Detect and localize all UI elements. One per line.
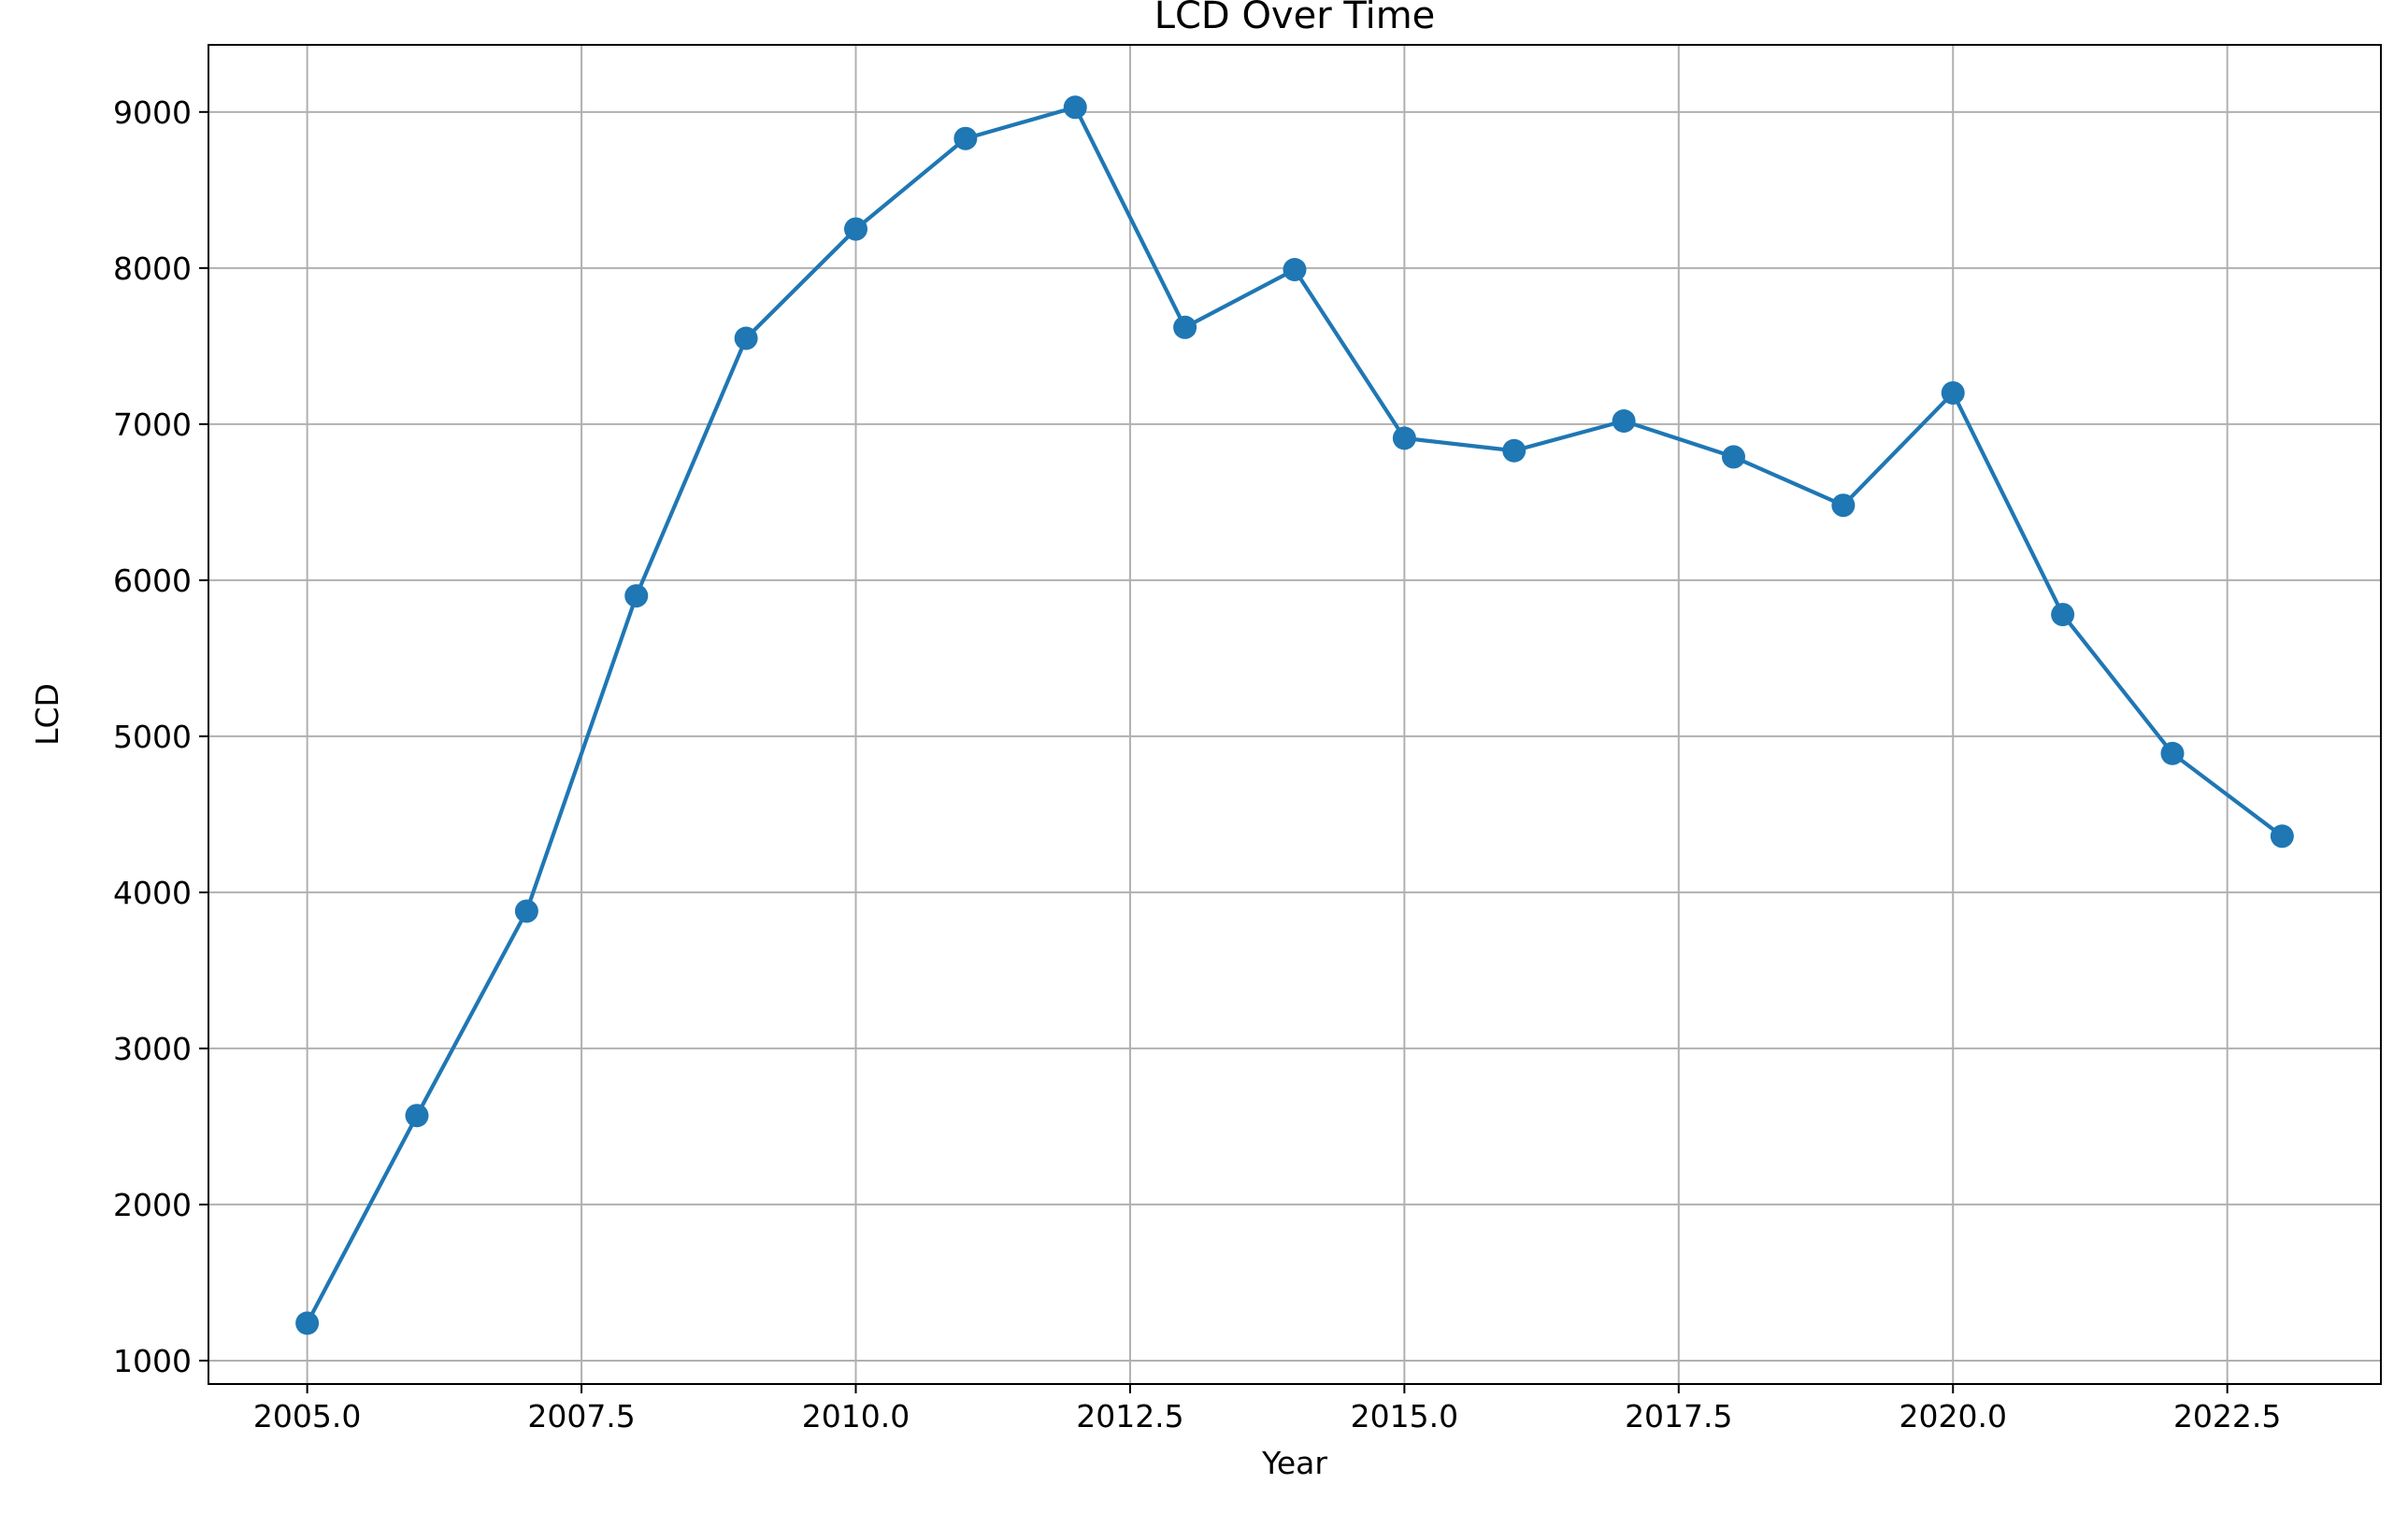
data-point xyxy=(1502,438,1526,463)
data-point xyxy=(1721,445,1745,469)
y-tick-label: 5000 xyxy=(113,719,192,755)
data-point xyxy=(953,126,978,150)
x-tick-label: 2005.0 xyxy=(253,1398,361,1434)
x-axis-label: Year xyxy=(1261,1445,1327,1481)
data-point xyxy=(1392,426,1416,450)
plot-area-frame xyxy=(208,44,2382,1385)
data-point xyxy=(1173,315,1197,339)
x-tick-label: 2007.5 xyxy=(527,1398,635,1434)
data-point xyxy=(624,584,649,608)
data-point xyxy=(844,217,868,241)
axis-ticks: 2005.0 2007.5 2010.0 2012.5 2015.0 2017.5 2020… xyxy=(113,94,2281,1434)
x-tick-label: 2017.5 xyxy=(1625,1398,1732,1434)
data-series xyxy=(295,95,2294,1335)
grid-lines xyxy=(208,45,2381,1384)
y-tick-label: 1000 xyxy=(113,1343,192,1379)
y-tick-label: 2000 xyxy=(113,1187,192,1223)
data-point xyxy=(1612,409,1636,434)
y-tick-label: 8000 xyxy=(113,250,192,287)
y-tick-label: 6000 xyxy=(113,563,192,599)
data-point xyxy=(1283,258,1307,282)
x-tick-label: 2015.0 xyxy=(1351,1398,1458,1434)
y-tick-label: 4000 xyxy=(113,875,192,911)
data-point xyxy=(734,326,758,350)
data-point xyxy=(2051,603,2075,627)
x-tick-label: 2012.5 xyxy=(1076,1398,1183,1434)
data-point xyxy=(514,899,538,923)
x-tick-label: 2010.0 xyxy=(802,1398,910,1434)
x-tick-label: 2022.5 xyxy=(2173,1398,2281,1434)
data-point xyxy=(2160,741,2185,765)
data-point xyxy=(1941,380,1965,405)
y-tick-label: 9000 xyxy=(113,94,192,131)
data-point xyxy=(1831,493,1856,518)
y-tick-label: 3000 xyxy=(113,1031,192,1067)
data-point xyxy=(405,1104,429,1128)
data-point xyxy=(1063,95,1087,120)
x-tick-label: 2020.0 xyxy=(1899,1398,2007,1434)
y-tick-label: 7000 xyxy=(113,407,192,443)
chart-title: LCD Over Time xyxy=(1154,0,1436,37)
y-axis-label: LCD xyxy=(29,683,65,746)
data-point xyxy=(295,1311,320,1335)
data-point xyxy=(2270,824,2294,849)
